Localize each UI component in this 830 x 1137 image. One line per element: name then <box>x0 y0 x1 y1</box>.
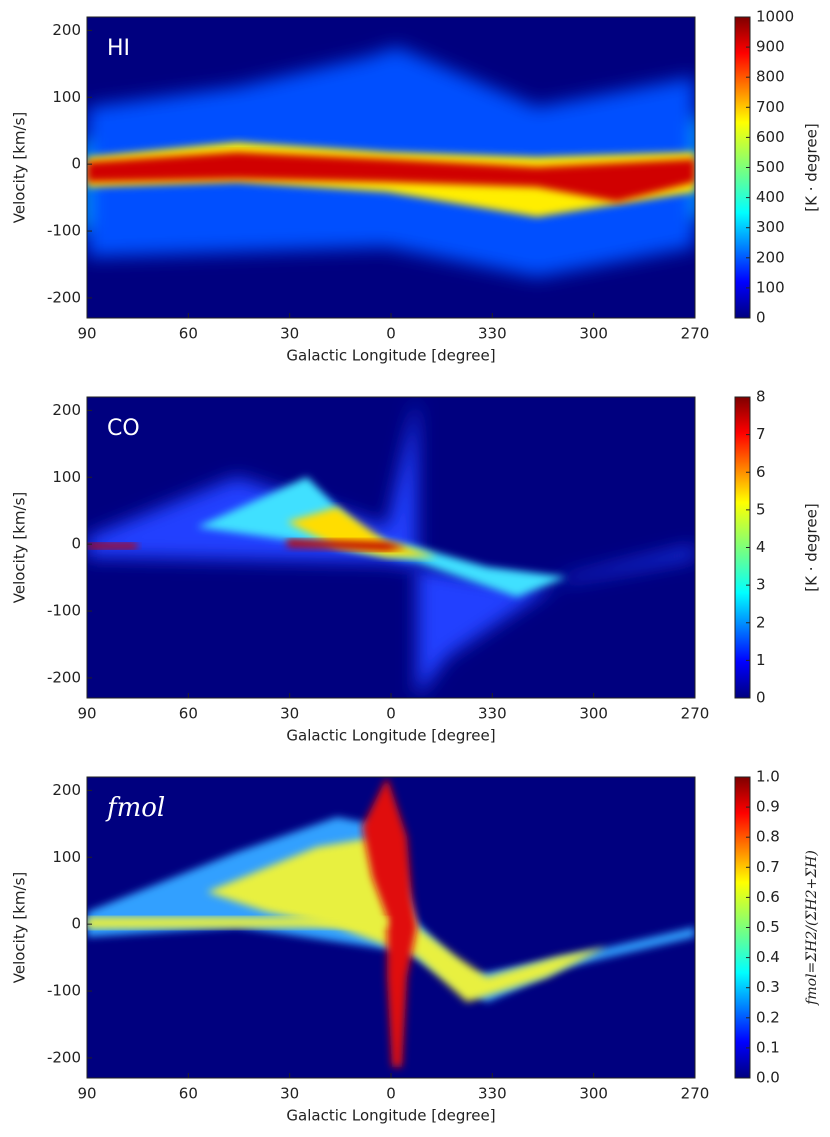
colorbar-tick-label: 900 <box>756 38 785 56</box>
x-tick-label: 60 <box>179 325 198 343</box>
heatmap-region <box>197 477 567 597</box>
colorbar-tick-label: 0.9 <box>756 798 780 816</box>
y-tick-label: 0 <box>71 535 81 553</box>
x-axis-label: Galactic Longitude [degree] <box>286 347 495 365</box>
y-tick-label: 0 <box>71 915 81 933</box>
heatmap-region <box>87 152 695 202</box>
colorbar-tick-label: 0.3 <box>756 978 780 996</box>
panel-label: fmol <box>105 793 165 823</box>
y-tick-label: 200 <box>52 781 81 799</box>
colorbar-tick-label: 200 <box>756 248 785 266</box>
y-axis-label: Velocity [km/s] <box>11 112 29 223</box>
x-axis-label: Galactic Longitude [degree] <box>286 1107 495 1125</box>
x-tick-label: 60 <box>179 1085 198 1103</box>
y-tick-label: 200 <box>52 21 81 39</box>
colorbar-tick-label: 400 <box>756 188 785 206</box>
y-tick-label: -200 <box>47 668 81 686</box>
x-tick-label: 270 <box>681 1085 710 1103</box>
heatmap <box>87 777 695 1078</box>
x-tick-label: 330 <box>478 1085 507 1103</box>
colorbar-label: [K · degree] <box>803 503 821 591</box>
x-tick-label: 300 <box>579 325 608 343</box>
x-tick-label: 60 <box>179 705 198 723</box>
colorbar-tick-label: 1 <box>756 651 766 669</box>
colorbar-tick-label: 5 <box>756 500 766 518</box>
colorbar-tick-label: 8 <box>756 388 766 406</box>
y-tick-label: -200 <box>47 288 81 306</box>
colorbar-tick-label: 0 <box>756 689 766 707</box>
x-tick-label: 90 <box>77 325 96 343</box>
heatmap-region <box>87 543 137 549</box>
colorbar-tick-label: 0.2 <box>756 1008 780 1026</box>
x-tick-label: 330 <box>478 325 507 343</box>
colorbar-tick-label: 1.0 <box>756 768 780 786</box>
y-tick-label: 100 <box>52 848 81 866</box>
heatmap <box>87 17 695 318</box>
colorbar-tick-label: 0.0 <box>756 1069 780 1087</box>
y-tick-label: 100 <box>52 88 81 106</box>
heatmap-region <box>287 507 437 557</box>
colorbar-label: [K · degree] <box>803 123 821 211</box>
x-tick-label: 90 <box>77 1085 96 1103</box>
x-tick-label: 30 <box>280 1085 299 1103</box>
colorbar-tick-label: 0.6 <box>756 888 780 906</box>
colorbar-tick-label: 600 <box>756 128 785 146</box>
y-tick-label: -200 <box>47 1048 81 1066</box>
colorbar-tick-label: 500 <box>756 158 785 176</box>
y-axis-label: Velocity [km/s] <box>11 872 29 983</box>
x-tick-label: 0 <box>386 705 396 723</box>
colorbar-label: fmol=ΣH2/(ΣH2+ΣH) <box>804 850 820 1006</box>
colorbar-tick-label: 0.4 <box>756 948 780 966</box>
y-tick-label: 200 <box>52 401 81 419</box>
colorbar-tick-label: 0.1 <box>756 1038 780 1056</box>
colorbar-tick-label: 3 <box>756 576 766 594</box>
x-tick-label: 270 <box>681 705 710 723</box>
x-tick-label: 90 <box>77 705 96 723</box>
colorbar-tick-label: 4 <box>756 538 766 556</box>
x-tick-label: 300 <box>579 1085 608 1103</box>
y-tick-label: -100 <box>47 602 81 620</box>
colorbar-tick-label: 6 <box>756 463 766 481</box>
panel-label: CO <box>107 416 140 441</box>
y-axis-label: Velocity [km/s] <box>11 492 29 603</box>
heatmap <box>87 397 695 698</box>
colorbar-tick-label: 300 <box>756 218 785 236</box>
y-tick-label: -100 <box>47 222 81 240</box>
y-tick-label: -100 <box>47 982 81 1000</box>
heatmap-region <box>287 539 407 551</box>
colorbar-tick-label: 0 <box>756 309 766 327</box>
x-tick-label: 270 <box>681 325 710 343</box>
colorbar-tick-label: 0.8 <box>756 828 780 846</box>
x-tick-label: 30 <box>280 325 299 343</box>
colorbar-tick-label: 700 <box>756 98 785 116</box>
colorbar-tick-label: 800 <box>756 68 785 86</box>
x-tick-label: 300 <box>579 705 608 723</box>
heatmap-region <box>87 917 387 929</box>
colorbar-tick-label: 2 <box>756 613 766 631</box>
colorbar-tick-label: 0.7 <box>756 858 780 876</box>
colorbar-tick-label: 100 <box>756 278 785 296</box>
y-tick-label: 100 <box>52 468 81 486</box>
panel-label: HI <box>107 36 130 61</box>
colorbar-tick-label: 7 <box>756 425 766 443</box>
colorbar-tick-label: 1000 <box>756 8 794 26</box>
x-tick-label: 0 <box>386 325 396 343</box>
colorbar-tick-label: 0.5 <box>756 918 780 936</box>
y-tick-label: 0 <box>71 155 81 173</box>
x-tick-label: 0 <box>386 1085 396 1103</box>
x-tick-label: 330 <box>478 705 507 723</box>
x-tick-label: 30 <box>280 705 299 723</box>
x-axis-label: Galactic Longitude [degree] <box>286 727 495 745</box>
heatmap-region <box>362 777 417 1067</box>
